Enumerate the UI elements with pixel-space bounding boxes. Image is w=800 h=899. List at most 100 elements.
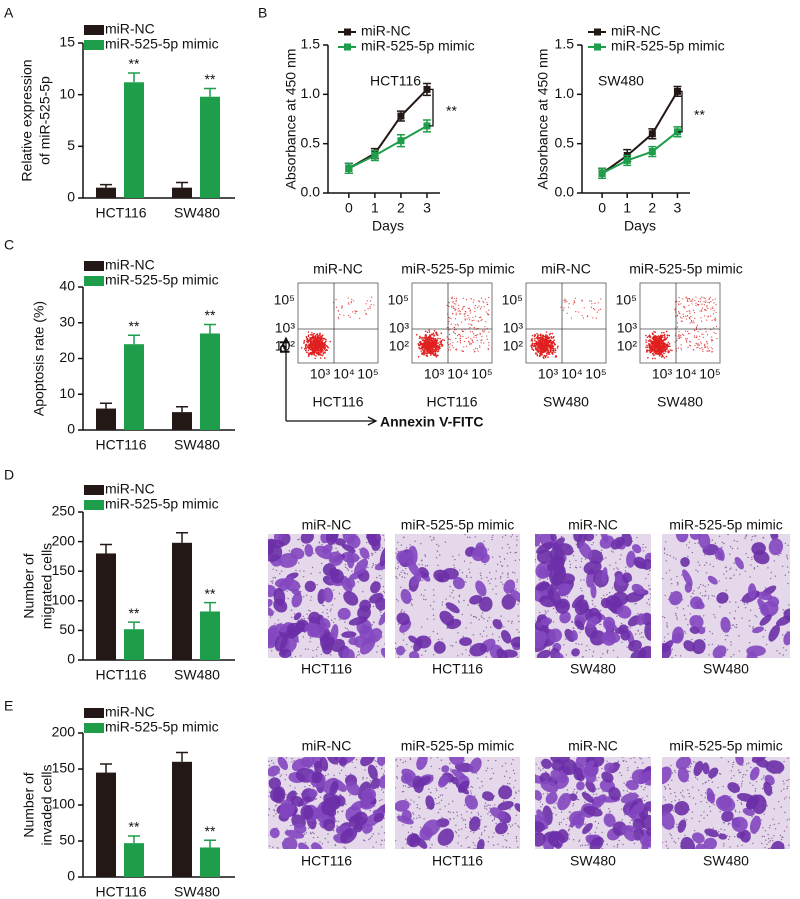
flow-dot: [325, 347, 327, 349]
pore: [376, 577, 377, 578]
pore: [738, 635, 739, 636]
pore: [449, 595, 450, 596]
micrograph: [655, 526, 795, 664]
flow-dot: [538, 349, 540, 351]
pore: [516, 836, 517, 837]
flow-dot: [591, 307, 592, 308]
pore: [514, 773, 515, 774]
pore: [395, 576, 396, 577]
pore: [367, 567, 368, 568]
pore: [423, 595, 424, 596]
pore: [463, 600, 464, 601]
flow-dot: [481, 319, 482, 320]
flow-dot: [652, 344, 654, 346]
flow-dot: [546, 331, 548, 333]
flow-dot: [473, 349, 474, 350]
flow-dot: [689, 341, 690, 342]
flow-dot: [549, 334, 551, 336]
flow-dot: [547, 348, 549, 350]
pore: [669, 555, 670, 556]
flow-dot: [309, 339, 311, 341]
flow-dot: [474, 311, 475, 312]
y-tick-label: 50: [59, 621, 75, 637]
pore: [516, 544, 517, 545]
pore: [478, 814, 479, 815]
flow-dot: [711, 339, 712, 340]
pore: [402, 576, 403, 577]
pore: [547, 610, 548, 611]
pore: [705, 586, 706, 587]
flow-dot: [712, 308, 713, 309]
flow-dot: [712, 320, 713, 321]
flow-dot: [429, 331, 431, 333]
pore: [518, 621, 519, 622]
flow-dot: [336, 307, 337, 308]
flow-dot: [315, 341, 317, 343]
flow-dot: [665, 345, 667, 347]
significance: **: [205, 71, 216, 87]
pore: [506, 847, 507, 848]
flow-dot: [690, 341, 691, 342]
flow-dot: [457, 335, 458, 336]
pore: [747, 603, 748, 604]
flow-dot: [593, 308, 594, 309]
pore: [730, 577, 731, 578]
flow-dot: [329, 341, 331, 343]
pore: [512, 824, 513, 825]
x-tick-label: 1: [371, 200, 379, 216]
flow-dot: [451, 297, 452, 298]
flow-dot: [454, 329, 455, 330]
pore: [327, 774, 328, 775]
flow-dot: [481, 336, 482, 337]
pore: [473, 832, 474, 833]
pore: [458, 554, 459, 555]
y-tick-label: 10: [59, 85, 75, 101]
flow-dot: [486, 335, 487, 336]
pore: [518, 827, 519, 828]
pore: [458, 600, 459, 601]
pore: [429, 636, 430, 637]
pore: [305, 648, 306, 649]
flow-dot: [313, 343, 315, 345]
y-tick-label: 200: [52, 724, 76, 740]
pore: [750, 576, 751, 577]
flow-dot: [541, 350, 543, 352]
pore: [580, 588, 581, 589]
flow-dot: [442, 339, 444, 341]
pore: [479, 787, 480, 788]
micrograph: [265, 748, 394, 857]
pore: [516, 838, 517, 839]
pore: [507, 565, 508, 566]
pore: [405, 568, 406, 569]
flow-dot: [671, 350, 673, 352]
flow-dot: [698, 343, 699, 344]
flow-dot: [312, 353, 314, 355]
pore: [362, 777, 363, 778]
pore: [397, 568, 398, 569]
pore: [321, 654, 322, 655]
flow-dot: [714, 310, 715, 311]
pore: [328, 616, 329, 617]
pore: [431, 540, 432, 541]
pore: [404, 572, 405, 573]
flow-dot: [452, 342, 453, 343]
pore: [479, 828, 480, 829]
flow-dot: [548, 338, 550, 340]
flow-dot: [320, 357, 322, 359]
flow-dot: [467, 315, 468, 316]
pore: [303, 570, 304, 571]
flow-dot: [694, 300, 695, 301]
flow-dot: [695, 305, 696, 306]
flow-dot: [700, 317, 701, 318]
flow-dot: [433, 345, 435, 347]
pore: [645, 578, 646, 579]
flow-dot: [488, 297, 489, 298]
pore: [713, 614, 714, 615]
flow-dot: [713, 327, 714, 328]
pore: [396, 759, 397, 760]
image-title: miR-525-5p mimic: [401, 517, 515, 533]
pore: [397, 765, 398, 766]
pore: [310, 573, 311, 574]
pore: [383, 791, 384, 792]
pore: [384, 771, 385, 772]
